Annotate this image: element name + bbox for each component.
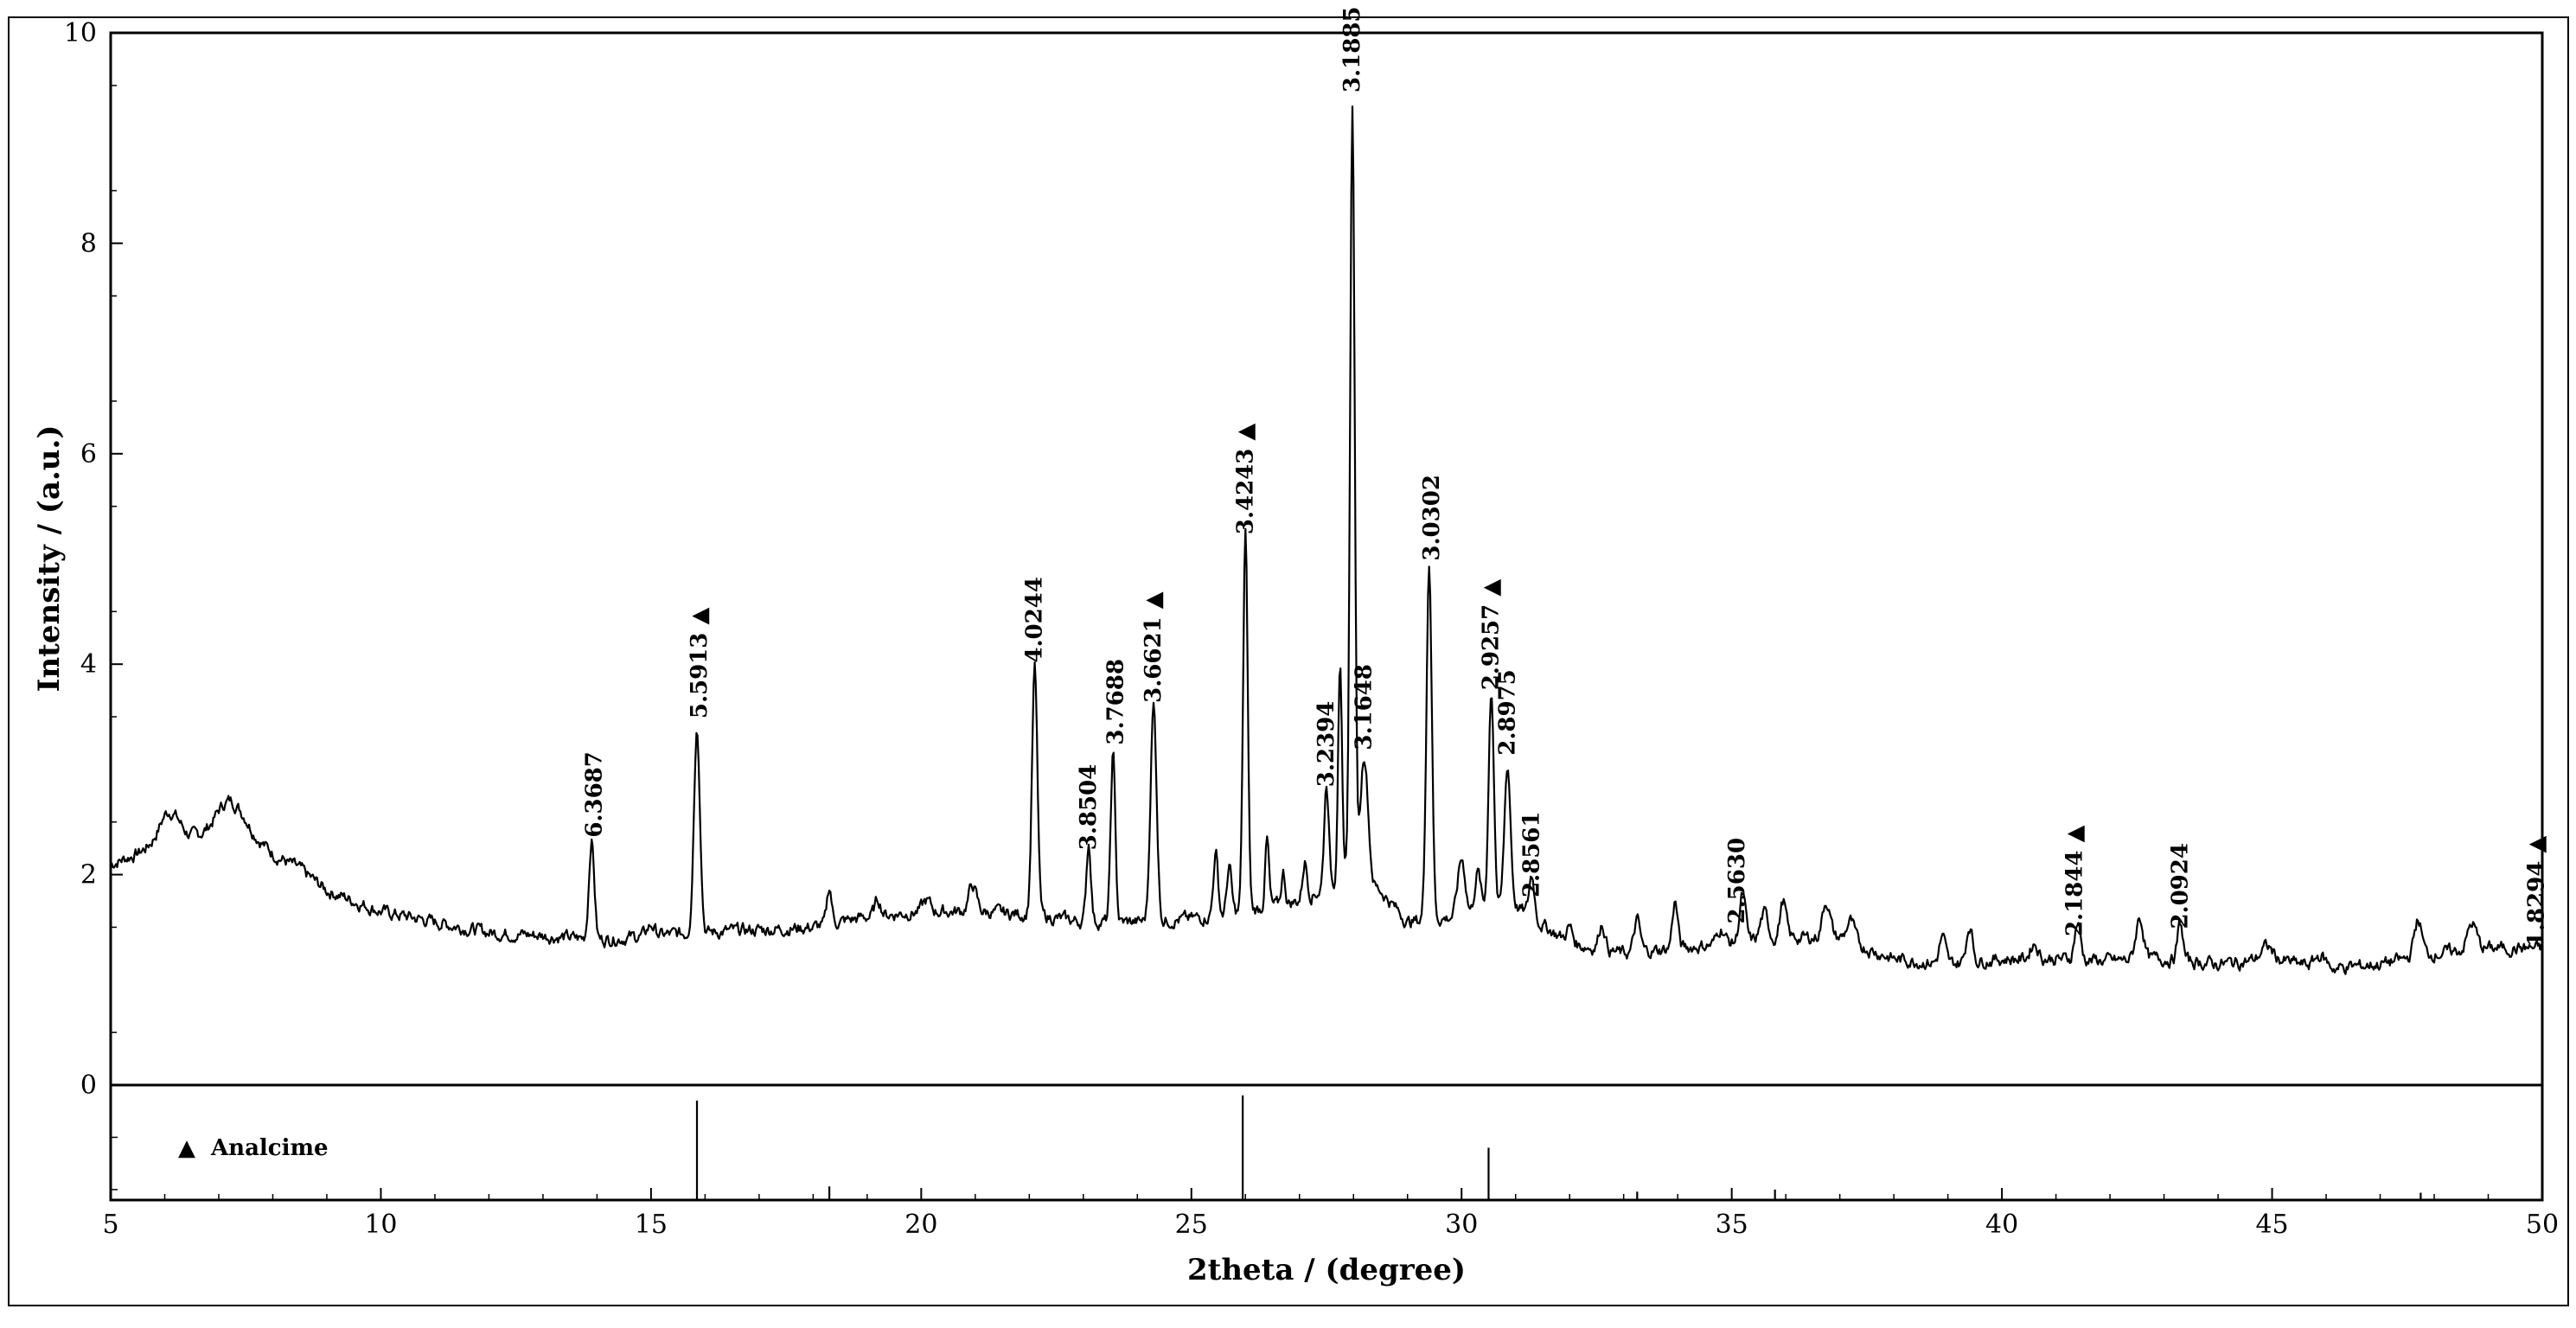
y-tick-label: 0 [80,1070,97,1101]
reference-sticks [695,1095,2422,1200]
xrd-pattern-line [110,105,2544,975]
outer-frame [8,16,2569,1306]
legend: ▲ Analcime [178,1135,329,1161]
y-tick-label: 2 [80,860,97,891]
peak-label: 3.4243 ▲ [1232,424,1258,535]
y-tick-label: 4 [80,649,97,680]
x-tick-label: 5 [102,1210,118,1240]
peak-label: 3.8504 [1076,764,1102,851]
peak-label: 4.0244 [1022,577,1048,663]
x-tick-label: 15 [635,1210,668,1240]
peak-label: 3.2394 [1314,701,1339,788]
peak-label: 3.0302 [1419,475,1445,561]
y-tick-label: 8 [80,228,97,259]
y-axis-title: Intensity / (a.u.) [32,425,67,693]
x-axis-title: 2theta / (degree) [1187,1253,1466,1287]
peak-label: 3.7688 [1103,659,1128,745]
axis-ticks: 5 10 15 20 25 30 35 40 45 50 0 2 4 6 8 10 [64,18,2559,1240]
x-tick-label: 30 [1445,1210,1478,1240]
peak-label: 2.8975 [1494,669,1520,756]
x-tick-label: 50 [2526,1210,2559,1240]
x-tick-label: 45 [2255,1210,2288,1240]
peak-label: 3.1648 [1352,664,1377,750]
legend-marker: ▲ [178,1135,195,1161]
peak-label: 3.1885 [1339,7,1365,93]
y-tick-label: 10 [64,18,97,48]
peak-label: 2.5630 [1724,838,1750,924]
peak-label: 3.6621 ▲ [1141,591,1167,703]
x-tick-label: 25 [1175,1210,1208,1240]
x-tick-label: 10 [364,1210,397,1240]
peak-label: 2.9257 ▲ [1479,579,1505,691]
legend-label: Analcime [210,1135,329,1161]
peak-label: 6.3687 [581,751,607,838]
x-tick-label: 40 [1985,1210,2018,1240]
plot-area-frame [109,31,2544,1202]
x-tick-label: 20 [904,1210,937,1240]
peak-label: 2.8561 [1518,812,1544,898]
y-tick-label: 6 [80,439,97,469]
peak-label: 2.1844 ▲ [2061,825,2087,936]
peak-label: 1.8294 ▲ [2524,836,2550,948]
peak-label: 2.0924 [2167,843,2193,929]
x-tick-label: 35 [1716,1210,1748,1240]
peak-label: 5.5913 ▲ [687,608,713,719]
